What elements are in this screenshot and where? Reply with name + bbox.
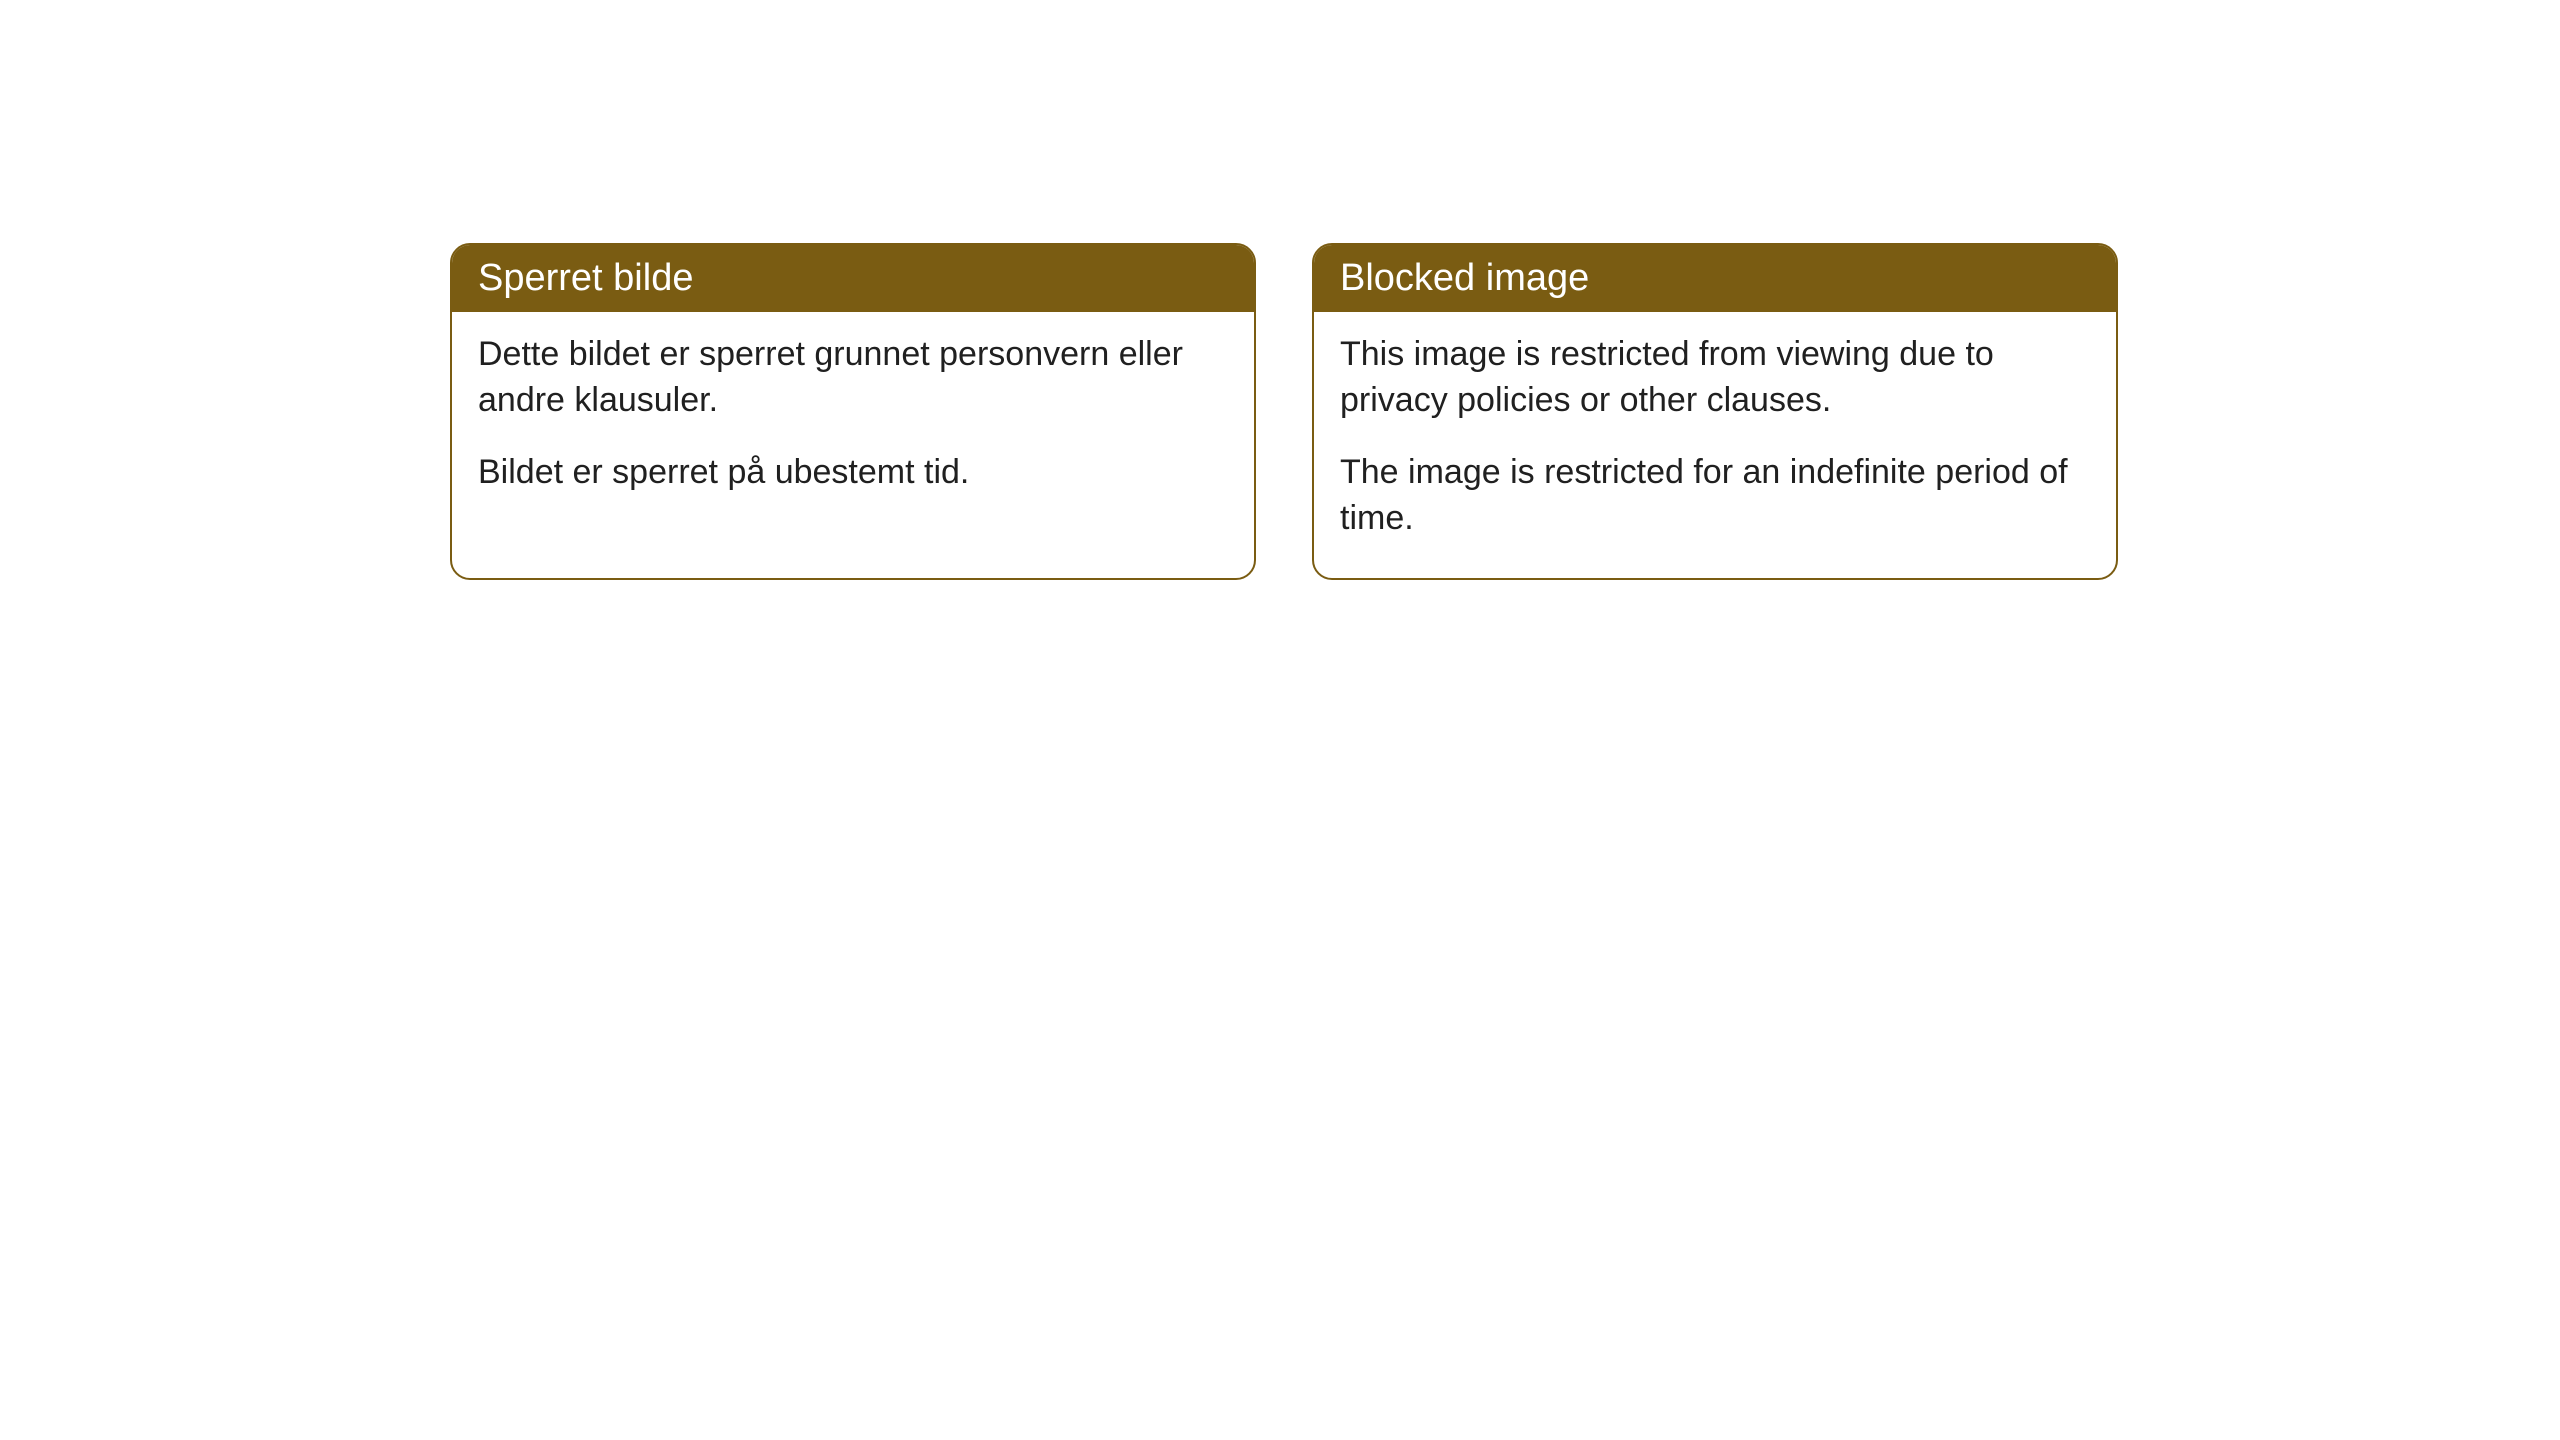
card-body: This image is restricted from viewing du… xyxy=(1314,312,2116,578)
notice-cards-container: Sperret bilde Dette bildet er sperret gr… xyxy=(450,243,2118,580)
notice-card-english: Blocked image This image is restricted f… xyxy=(1312,243,2118,580)
card-title: Blocked image xyxy=(1340,257,1589,299)
card-header: Sperret bilde xyxy=(452,245,1254,312)
card-paragraph: This image is restricted from viewing du… xyxy=(1340,332,2090,424)
notice-card-norwegian: Sperret bilde Dette bildet er sperret gr… xyxy=(450,243,1256,580)
card-paragraph: Bildet er sperret på ubestemt tid. xyxy=(478,450,1228,496)
card-header: Blocked image xyxy=(1314,245,2116,312)
card-paragraph: Dette bildet er sperret grunnet personve… xyxy=(478,332,1228,424)
card-body: Dette bildet er sperret grunnet personve… xyxy=(452,312,1254,532)
card-title: Sperret bilde xyxy=(478,257,693,299)
card-paragraph: The image is restricted for an indefinit… xyxy=(1340,450,2090,542)
